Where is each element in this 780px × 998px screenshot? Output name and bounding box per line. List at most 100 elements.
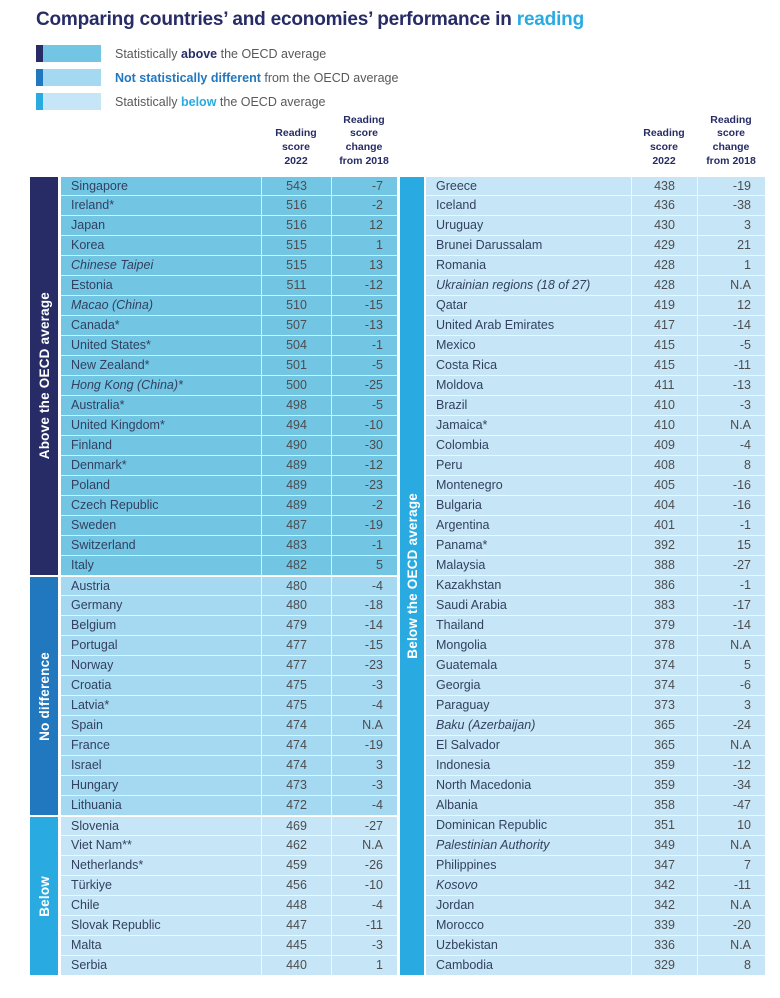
score-change-from-2018: -34 [697, 776, 765, 795]
score-change-from-2018: -4 [697, 436, 765, 455]
right-column: Reading score 2022 Reading score change … [400, 114, 765, 975]
legend-item-below: Statistically below the OECD average [36, 93, 780, 110]
country-name: Israel [71, 758, 102, 772]
table-row: Finland 490 -30 [61, 435, 397, 455]
reading-score-2022: 440 [261, 956, 331, 975]
country-name: Viet Nam** [71, 838, 132, 852]
table-row: Austria 480 -4 [61, 575, 397, 595]
country-name: Indonesia [436, 758, 491, 772]
score-change-from-2018: 12 [331, 216, 397, 235]
score-change-from-2018: 5 [697, 656, 765, 675]
reading-score-2022: 500 [261, 376, 331, 395]
country-name: Guatemala [436, 658, 498, 672]
table-row: Iceland 436 -38 [426, 195, 765, 215]
table-row: North Macedonia 359 -34 [426, 775, 765, 795]
score-change-from-2018: N.A [697, 936, 765, 955]
table-row: France 474 -19 [61, 735, 397, 755]
table-row: Canada* 507 -13 [61, 315, 397, 335]
table-row: Chinese Taipei 515 13 [61, 255, 397, 275]
country-name: Hungary [71, 778, 119, 792]
table-row: Poland 489 -23 [61, 475, 397, 495]
score-change-from-2018: 12 [697, 296, 765, 315]
reading-score-2022: 494 [261, 416, 331, 435]
legend-swatch-fill [43, 45, 101, 62]
reading-score-2022: 480 [261, 577, 331, 595]
country-name: Lithuania [71, 798, 122, 812]
score-change-from-2018: -1 [697, 516, 765, 535]
reading-score-2022: 462 [261, 836, 331, 855]
reading-score-2022: 411 [631, 376, 697, 395]
section-rows: Austria 480 -4 Germany 480 -18 Belgium 4… [61, 575, 397, 815]
reading-score-2022: 511 [261, 276, 331, 295]
reading-score-2022: 516 [261, 196, 331, 215]
table-row: Uzbekistan 336 N.A [426, 935, 765, 955]
reading-score-2022: 515 [261, 236, 331, 255]
country-name: Finland [71, 438, 112, 452]
score-change-from-2018: -7 [331, 177, 397, 195]
table-row: Mongolia 378 N.A [426, 635, 765, 655]
country-name: Australia* [71, 398, 125, 412]
legend-label-post: the OECD average [217, 46, 327, 61]
score-change-from-2018: -27 [697, 556, 765, 575]
country-name: Mexico [436, 338, 476, 352]
score-change-from-2018: -47 [697, 796, 765, 815]
score-change-from-2018: -20 [697, 916, 765, 935]
table-row: Palestinian Authority 349 N.A [426, 835, 765, 855]
table-row: Chile 448 -4 [61, 895, 397, 915]
table-row: Montenegro 405 -16 [426, 475, 765, 495]
country-name: Malaysia [436, 558, 486, 572]
country-name: Czech Republic [71, 498, 159, 512]
score-change-from-2018: -30 [331, 436, 397, 455]
country-name: Colombia [436, 438, 489, 452]
reading-score-2022: 415 [631, 336, 697, 355]
table-row: Türkiye 456 -10 [61, 875, 397, 895]
legend-label-post: from the OECD average [260, 70, 399, 85]
reading-score-2022: 404 [631, 496, 697, 515]
section-rows: Singapore 543 -7 Ireland* 516 -2 Japan 5… [61, 175, 397, 575]
table-row: Mexico 415 -5 [426, 335, 765, 355]
reading-score-2022: 543 [261, 177, 331, 195]
score-change-from-2018: -2 [331, 496, 397, 515]
table-row: Slovenia 469 -27 [61, 815, 397, 835]
score-change-from-2018: -5 [331, 356, 397, 375]
right-column-headers: Reading score 2022 Reading score change … [400, 114, 765, 175]
reading-score-2022: 342 [631, 896, 697, 915]
score-change-from-2018: -27 [331, 817, 397, 835]
score-change-from-2018: -4 [331, 577, 397, 595]
legend-label: Statistically above the OECD average [115, 47, 326, 61]
reading-score-2022: 351 [631, 816, 697, 835]
reading-score-2022: 489 [261, 496, 331, 515]
table-row: Portugal 477 -15 [61, 635, 397, 655]
reading-score-2022: 374 [631, 656, 697, 675]
reading-score-2022: 472 [261, 796, 331, 815]
reading-score-2022: 429 [631, 236, 697, 255]
country-name: France [71, 738, 110, 752]
score-change-from-2018: 13 [331, 256, 397, 275]
score-change-from-2018: -3 [331, 776, 397, 795]
page-title: Comparing countries’ and economies’ perf… [36, 9, 780, 31]
reading-score-2022: 401 [631, 516, 697, 535]
table-row: Jamaica* 410 N.A [426, 415, 765, 435]
table-row: Paraguay 373 3 [426, 695, 765, 715]
score-change-from-2018: -4 [331, 796, 397, 815]
country-name: Kosovo [436, 878, 478, 892]
table-row: United States* 504 -1 [61, 335, 397, 355]
legend-item-nodiff: Not statistically different from the OEC… [36, 69, 780, 86]
country-name: Chinese Taipei [71, 258, 154, 272]
reading-score-2022: 475 [261, 676, 331, 695]
score-change-from-2018: -4 [331, 696, 397, 715]
table-row: Ukrainian regions (18 of 27) 428 N.A [426, 275, 765, 295]
country-name: Bulgaria [436, 498, 482, 512]
country-name: Brunei Darussalam [436, 238, 543, 252]
score-change-from-2018: -6 [697, 676, 765, 695]
legend-swatch-fill [43, 93, 101, 110]
legend: Statistically above the OECD average Not… [36, 45, 780, 110]
country-name: Denmark* [71, 458, 127, 472]
section-label-bar: Below the OECD average [400, 175, 424, 975]
table-row: Japan 516 12 [61, 215, 397, 235]
column-header-score: Reading score 2022 [261, 127, 331, 169]
country-name: Costa Rica [436, 358, 498, 372]
score-change-from-2018: -17 [697, 596, 765, 615]
score-change-from-2018: 5 [331, 556, 397, 575]
score-change-from-2018: -19 [331, 516, 397, 535]
